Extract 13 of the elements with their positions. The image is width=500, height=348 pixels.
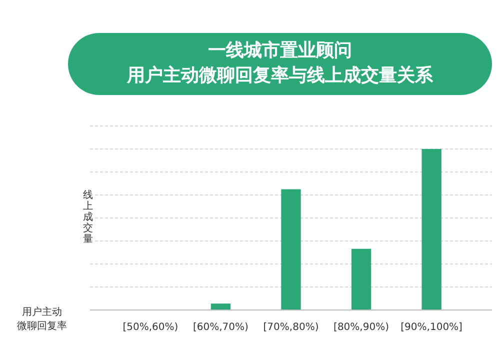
bar: [281, 189, 301, 310]
x-tick-label: [50%,60%): [122, 322, 178, 333]
chart-subtitle: 用户主动微聊回复率与线上成交量关系: [126, 65, 434, 86]
x-axis-title: 用户主动微聊回复率: [17, 306, 67, 332]
y-axis-title: 线上成交量: [83, 189, 93, 245]
x-tick-label: [80%,90%): [334, 322, 390, 333]
bar: [210, 304, 231, 310]
bar: [422, 149, 442, 310]
x-tick-label: [70%,80%): [263, 322, 319, 333]
x-tick-label: [60%,70%): [193, 322, 249, 333]
chart-title: 一线城市置业顾问: [208, 40, 352, 61]
bar: [351, 248, 372, 310]
x-tick-label: [90%,100%]: [400, 322, 463, 333]
